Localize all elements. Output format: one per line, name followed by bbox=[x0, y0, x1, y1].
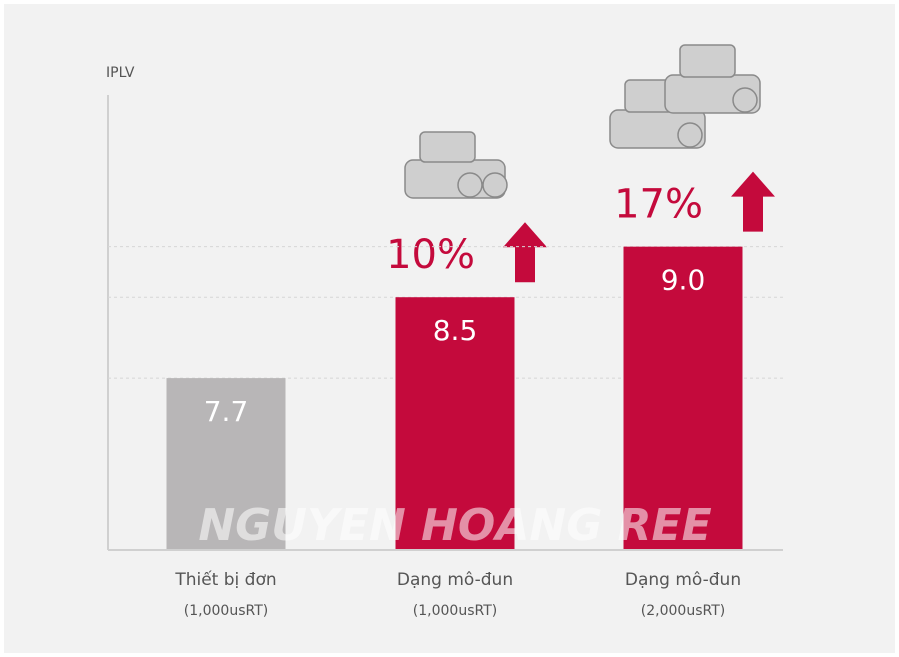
arrow bbox=[503, 222, 547, 283]
machine-icon bbox=[404, 131, 508, 199]
machine-icon bbox=[609, 44, 761, 149]
arrow bbox=[731, 171, 775, 232]
watermark: NGUYEN HOANG REE bbox=[198, 500, 711, 551]
value-label: 7.7 bbox=[204, 395, 249, 428]
value-label: 8.5 bbox=[433, 314, 478, 347]
bar bbox=[395, 297, 515, 550]
x-tick-note: (1,000usRT) bbox=[413, 603, 497, 619]
bar bbox=[623, 246, 743, 550]
x-tick-note: (1,000usRT) bbox=[184, 603, 268, 619]
y-axis-label: IPLV bbox=[106, 65, 135, 81]
x-tick-label: Thiết bị đơn bbox=[174, 569, 276, 590]
annotation: 10% bbox=[386, 232, 475, 278]
annotation: 17% bbox=[614, 182, 703, 228]
x-tick-label: Dạng mô-đun bbox=[625, 570, 741, 590]
value-label: 9.0 bbox=[661, 264, 706, 297]
x-tick-label: Dạng mô-đun bbox=[397, 570, 513, 590]
x-tick-note: (2,000usRT) bbox=[641, 603, 725, 619]
bar bbox=[166, 378, 286, 550]
